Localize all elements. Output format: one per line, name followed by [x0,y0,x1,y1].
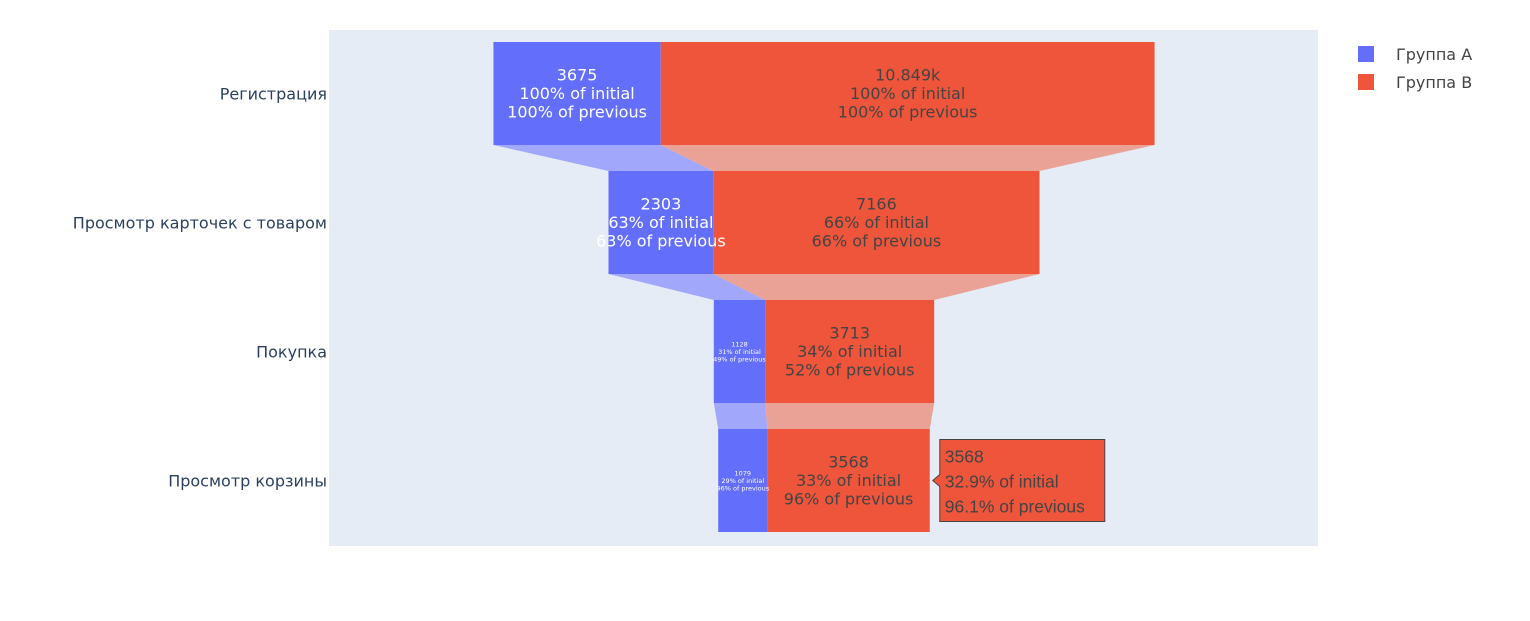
hover-tooltip-box [931,439,1106,522]
legend-label-group-b: Группа В [1396,72,1473,92]
y-tick-label: Покупка [256,343,327,362]
data-label-group-b: 3713 34% of initial 52% of previous [785,324,915,380]
bar-group-a [608,171,714,274]
connector-group-a [713,403,768,429]
legend-item-group-a[interactable]: Группа А [1358,40,1472,68]
y-tick-label: Просмотр карточек с товаром [73,214,327,233]
bar-group-b [660,42,1155,145]
connector-group-b [660,145,1155,171]
data-label-group-a: 2303 63% of initial 63% of previous [596,195,726,251]
y-tick-label: Регистрация [220,85,327,104]
hover-tooltip-text: 3568 32.9% of initial 96.1% of previous [945,447,1085,517]
data-label-group-a: 3675 100% of initial 100% of previous [507,66,647,122]
legend-label-group-a: Группа А [1396,44,1473,64]
legend-swatch-group-b [1358,74,1374,90]
connector-group-b [713,274,1040,300]
legend: Группа А Группа В [1358,40,1472,96]
bar-group-a [718,429,768,532]
bar-group-a [713,300,766,403]
legend-swatch-group-a [1358,46,1374,62]
data-label-group-b: 7166 66% of initial 66% of previous [812,195,942,251]
connector-group-a [493,145,714,171]
data-label-group-a: 1079 29% of initial 96% of previous [716,469,769,492]
bar-group-b [767,429,930,532]
data-label-group-a: 1128 31% of initial 49% of previous [713,340,766,363]
bar-group-a [493,42,661,145]
y-tick-label: Просмотр корзины [168,472,327,491]
legend-item-group-b[interactable]: Группа В [1358,68,1472,96]
data-label-group-b: 10.849k 100% of initial 100% of previous [838,66,978,122]
bar-group-b [765,300,935,403]
connector-group-b [765,403,935,429]
connector-group-a [608,274,766,300]
data-label-group-b: 3568 33% of initial 96% of previous [784,453,914,509]
bar-group-b [713,171,1040,274]
